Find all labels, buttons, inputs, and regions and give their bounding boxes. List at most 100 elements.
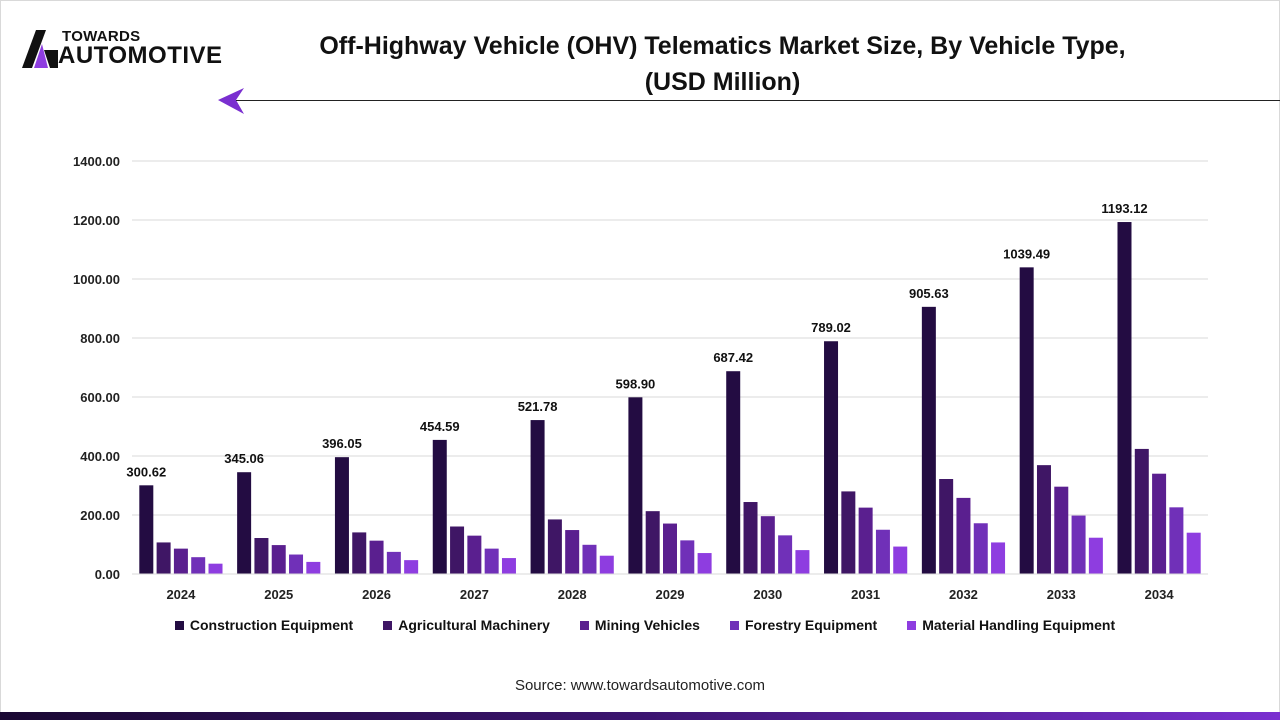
- x-tick-label: 2032: [949, 587, 978, 602]
- legend-item: Material Handling Equipment: [907, 617, 1115, 633]
- bar-agricultural-machinery: [743, 502, 758, 574]
- data-label: 1039.49: [1003, 246, 1050, 261]
- bar-mining-vehicles: [467, 535, 482, 574]
- bar-forestry-equipment: [386, 551, 401, 574]
- logo: TOWARDS AUTOMOTIVE: [20, 28, 230, 72]
- bar-construction-equipment: [1117, 222, 1132, 574]
- chart-title: Off-Highway Vehicle (OHV) Telematics Mar…: [250, 28, 1195, 100]
- legend: Construction Equipment Agricultural Machi…: [0, 617, 1280, 633]
- bar-material-handling-equipment: [501, 558, 516, 574]
- x-tick-label: 2033: [1047, 587, 1076, 602]
- bar-construction-equipment: [726, 371, 741, 574]
- bar-mining-vehicles: [173, 548, 188, 574]
- bar-material-handling-equipment: [795, 550, 810, 574]
- bar-forestry-equipment: [778, 535, 793, 574]
- y-tick-label: 0.00: [95, 567, 120, 582]
- bar-mining-vehicles: [858, 507, 873, 574]
- legend-item: Agricultural Machinery: [383, 617, 550, 633]
- y-tick-label: 1000.00: [73, 272, 120, 287]
- chart-title-line2: (USD Million): [644, 68, 801, 96]
- title-divider: [236, 100, 1280, 101]
- x-tick-label: 2034: [1145, 587, 1175, 602]
- bar-material-handling-equipment: [697, 553, 712, 574]
- y-tick-label: 600.00: [80, 390, 120, 405]
- bar-agricultural-machinery: [156, 542, 171, 574]
- data-label: 396.05: [322, 436, 362, 451]
- legend-swatch: [579, 620, 589, 630]
- x-tick-label: 2027: [460, 587, 489, 602]
- bar-agricultural-machinery: [1036, 465, 1051, 574]
- bar-forestry-equipment: [289, 554, 304, 574]
- bar-forestry-equipment: [582, 544, 597, 574]
- legend-swatch: [907, 620, 917, 630]
- legend-label: Material Handling Equipment: [922, 617, 1116, 633]
- bar-agricultural-machinery: [1134, 448, 1149, 574]
- bar-construction-equipment: [824, 341, 839, 574]
- logo-line1: TOWARDS: [62, 28, 141, 45]
- bar-material-handling-equipment: [893, 546, 908, 574]
- bar-agricultural-machinery: [547, 519, 562, 574]
- bar-material-handling-equipment: [404, 560, 419, 574]
- bar-construction-equipment: [1019, 267, 1034, 574]
- data-label: 345.06: [224, 451, 264, 466]
- y-tick-label: 200.00: [80, 508, 120, 523]
- y-tick-label: 1400.00: [73, 154, 120, 169]
- x-tick-label: 2028: [558, 587, 587, 602]
- logo-mark-icon: [22, 30, 58, 68]
- data-label: 300.62: [126, 464, 166, 479]
- x-tick-label: 2030: [753, 587, 782, 602]
- legend-label: Forestry Equipment: [744, 617, 878, 633]
- x-tick-label: 2029: [656, 587, 685, 602]
- legend-swatch: [174, 620, 184, 630]
- data-label: 521.78: [518, 399, 558, 414]
- bar-agricultural-machinery: [254, 538, 269, 574]
- bar-material-handling-equipment: [599, 555, 614, 574]
- bar-material-handling-equipment: [208, 563, 223, 574]
- bar-material-handling-equipment: [306, 561, 321, 574]
- bar-mining-vehicles: [565, 530, 580, 574]
- bar-construction-equipment: [530, 420, 545, 574]
- x-tick-label: 2025: [264, 587, 293, 602]
- bar-forestry-equipment: [1169, 507, 1184, 574]
- bar-construction-equipment: [334, 457, 349, 574]
- bar-mining-vehicles: [663, 523, 677, 574]
- x-tick-label: 2024: [166, 587, 196, 602]
- legend-label: Agricultural Machinery: [398, 617, 550, 633]
- data-label: 687.42: [713, 350, 753, 365]
- bar-forestry-equipment: [973, 523, 988, 574]
- bar-construction-equipment: [432, 439, 447, 574]
- arrow-left-icon: [218, 88, 244, 114]
- bar-construction-equipment: [237, 472, 252, 574]
- y-tick-label: 1200.00: [73, 213, 120, 228]
- bar-forestry-equipment: [191, 557, 206, 574]
- bar-agricultural-machinery: [841, 491, 856, 574]
- bar-agricultural-machinery: [645, 511, 660, 574]
- legend-item: Construction Equipment: [174, 617, 354, 633]
- bar-mining-vehicles: [271, 545, 286, 574]
- logo-line2: AUTOMOTIVE: [58, 42, 223, 69]
- bar-material-handling-equipment: [1186, 532, 1201, 574]
- bar-mining-vehicles: [760, 516, 775, 574]
- bar-material-handling-equipment: [1088, 537, 1103, 574]
- bar-mining-vehicles: [956, 497, 971, 574]
- x-tick-label: 2031: [851, 587, 880, 602]
- y-tick-label: 400.00: [80, 449, 120, 464]
- source-text: Source: www.towardsautomotive.com: [514, 677, 766, 694]
- bar-forestry-equipment: [1071, 515, 1086, 574]
- data-label: 454.59: [420, 419, 460, 434]
- legend-label: Construction Equipment: [189, 617, 354, 633]
- bar-mining-vehicles: [1152, 473, 1167, 574]
- bar-construction-equipment: [921, 306, 936, 574]
- legend-item: Forestry Equipment: [729, 617, 878, 633]
- bar-material-handling-equipment: [991, 542, 1006, 574]
- bar-agricultural-machinery: [450, 526, 465, 574]
- bar-agricultural-machinery: [939, 479, 954, 574]
- bar-mining-vehicles: [369, 540, 384, 574]
- data-label: 1193.12: [1101, 201, 1147, 216]
- bar-forestry-equipment: [875, 529, 890, 574]
- legend-swatch: [383, 620, 393, 630]
- data-label: 905.63: [909, 286, 949, 301]
- bar-mining-vehicles: [1054, 486, 1069, 574]
- data-label: 789.02: [811, 320, 851, 335]
